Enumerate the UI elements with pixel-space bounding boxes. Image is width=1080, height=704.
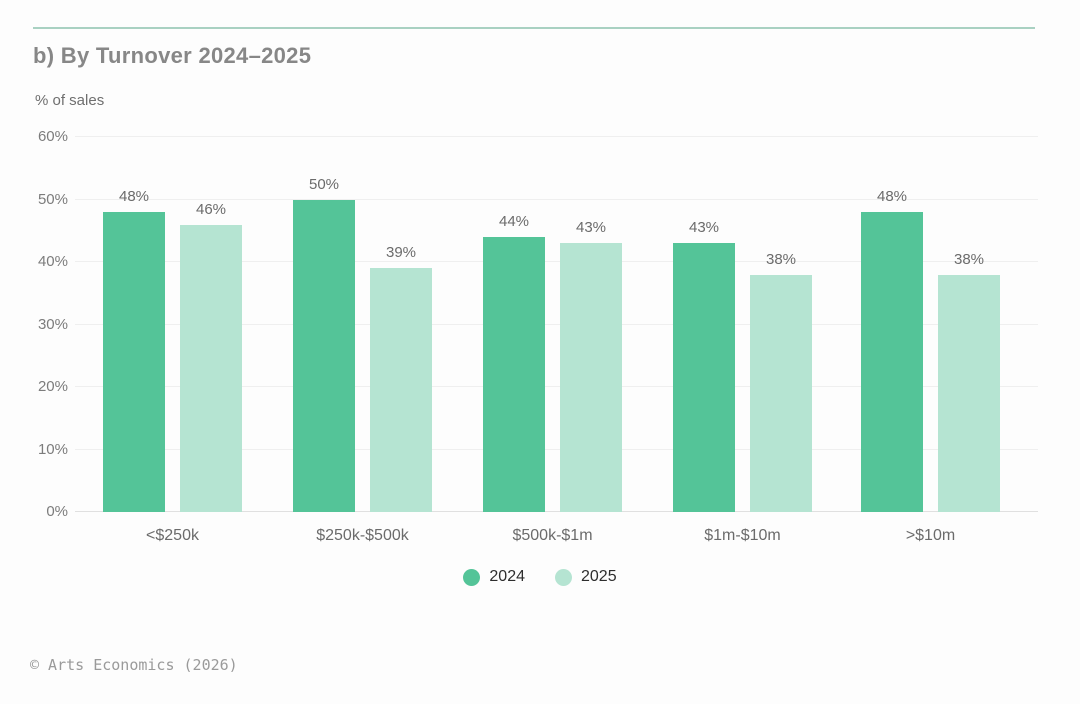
y-axis-tick-label: 20% [37, 378, 68, 395]
bar-2025-1 [370, 268, 432, 512]
bar-value-label: 44% [498, 213, 530, 230]
gridline [75, 323, 1038, 325]
y-axis-tick-label: 0% [46, 503, 68, 520]
bar-2025-4 [938, 274, 1000, 512]
bar-value-label: 50% [308, 175, 340, 193]
gridline [75, 136, 1038, 137]
bar-2025-0 [180, 224, 242, 512]
y-axis-tick-label: 50% [37, 190, 68, 208]
x-axis-category-label: $500k-$1m [512, 527, 593, 544]
bar-value-label: 39% [385, 244, 417, 262]
source-credit: © Arts Economics (2026) [30, 656, 238, 674]
y-axis-tick-label: 40% [37, 253, 68, 270]
bar-2025-2 [560, 243, 622, 512]
legend-label: 2025 [581, 568, 617, 585]
y-axis-tick-label: 60% [37, 128, 68, 145]
bar-2024-1 [293, 199, 355, 512]
bar-2024-2 [483, 237, 545, 512]
gridline [75, 386, 1038, 387]
gridline [75, 448, 1038, 450]
bar-2025-3 [750, 274, 812, 512]
legend-label: 2024 [489, 568, 525, 585]
y-axis-unit-label: % of sales [35, 92, 105, 109]
bar-value-label: 48% [118, 188, 150, 205]
x-axis-category-label: $1m-$10m [704, 527, 781, 544]
bar-value-label: 43% [575, 219, 607, 237]
bar-value-label: 46% [195, 200, 227, 218]
x-axis-category-label: <$250k [146, 527, 199, 544]
bar-2024-3 [673, 243, 735, 512]
chart-title: b) By Turnover 2024–2025 [33, 43, 312, 68]
legend-item-2024: 2024 [463, 568, 525, 586]
x-axis-category-label: $250k-$500k [316, 527, 409, 544]
legend-dot-icon [463, 568, 481, 586]
top-divider [33, 27, 1035, 29]
bar-value-label: 48% [876, 188, 908, 205]
x-axis-baseline [75, 511, 1038, 512]
legend-item-2025: 2025 [555, 568, 617, 586]
x-axis-category-label: >$10m [905, 527, 956, 544]
bar-value-label: 38% [765, 250, 797, 268]
plot-area [75, 136, 1038, 512]
bar-value-label: 43% [688, 219, 720, 237]
bar-2024-4 [861, 212, 923, 512]
bar-value-label: 38% [953, 250, 985, 268]
legend-dot-icon [555, 568, 572, 586]
gridline [75, 198, 1038, 200]
gridline [75, 261, 1038, 262]
chart-legend: 2024 2025 [0, 568, 1080, 586]
y-axis-tick-label: 30% [37, 315, 68, 333]
bar-2024-0 [103, 212, 165, 512]
y-axis-tick-label: 10% [37, 440, 68, 458]
